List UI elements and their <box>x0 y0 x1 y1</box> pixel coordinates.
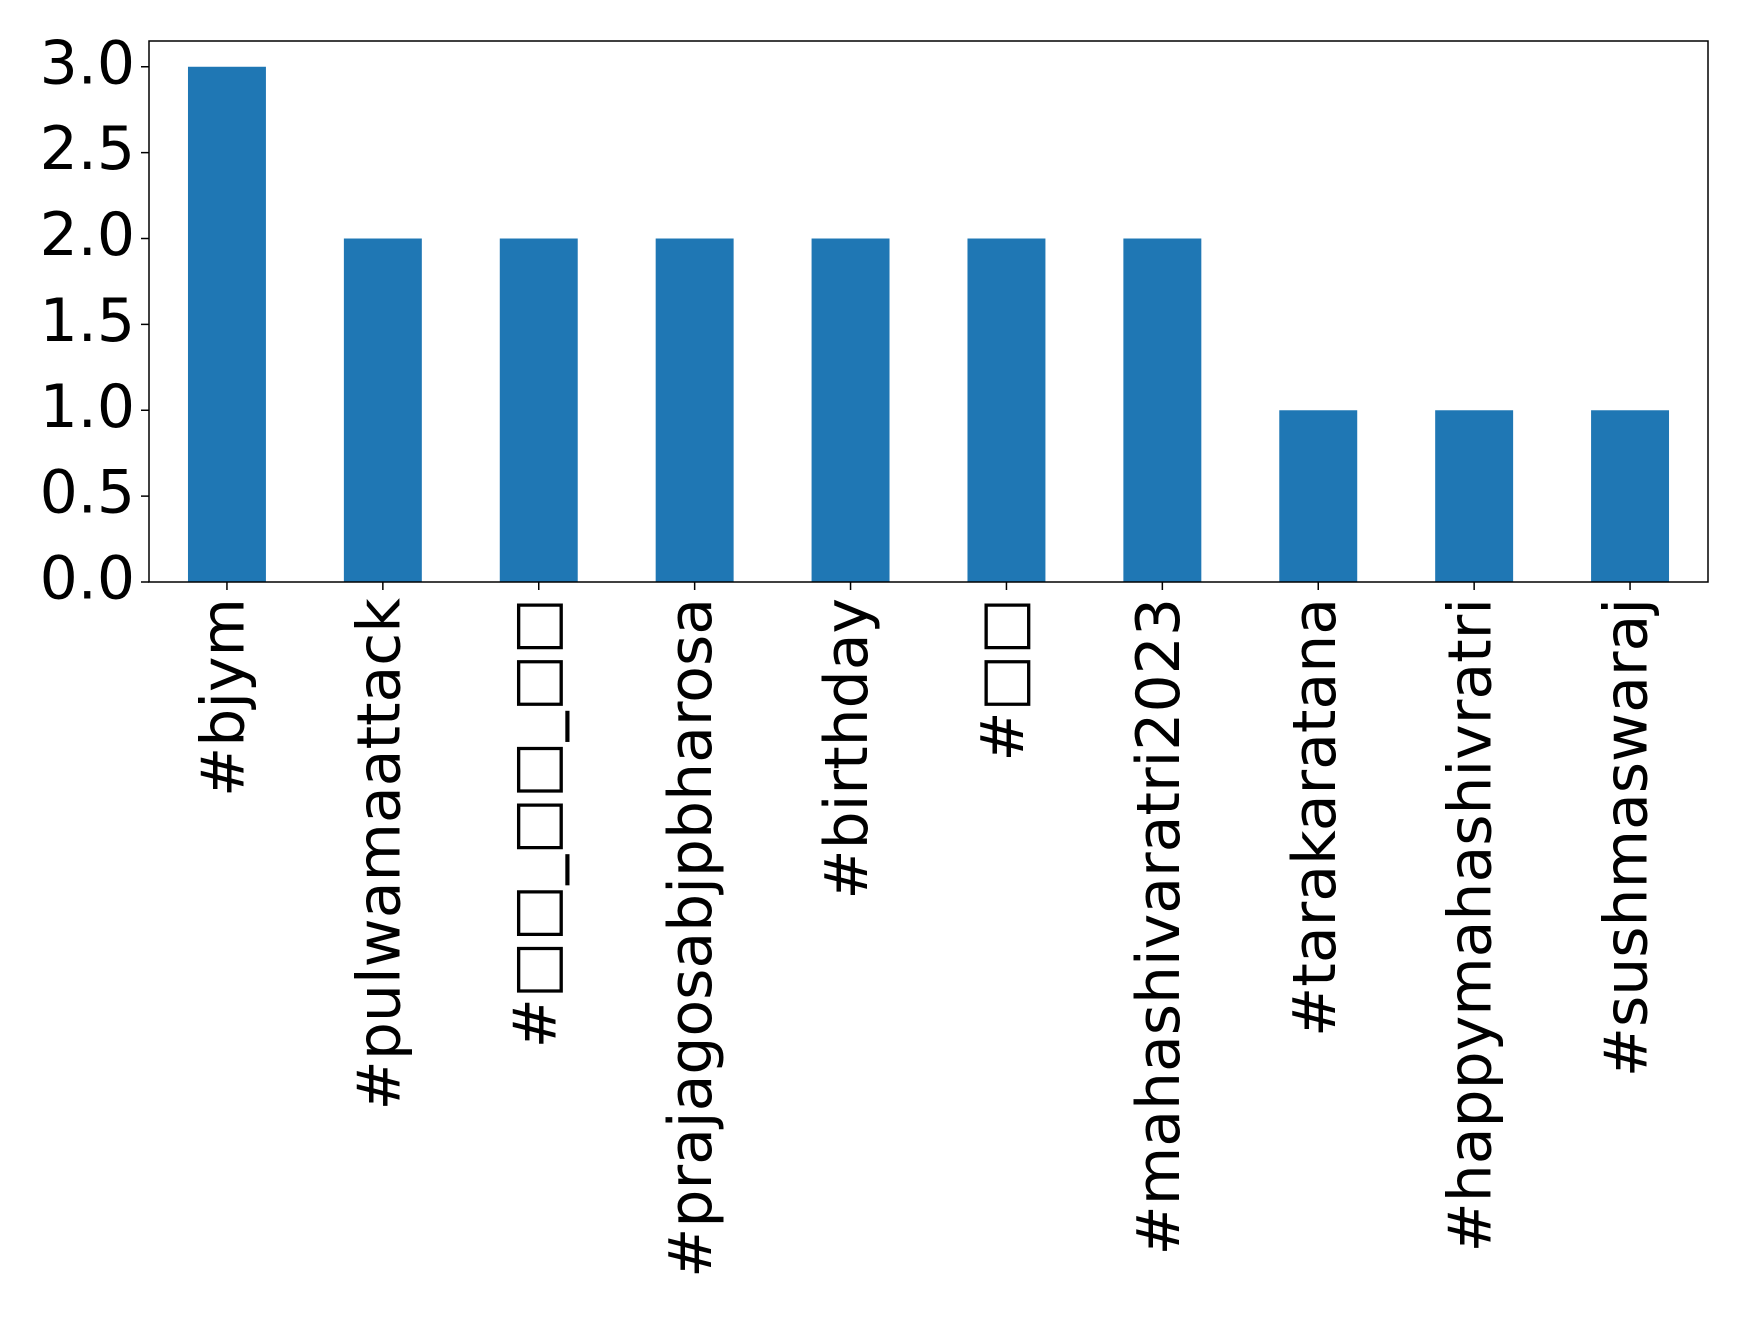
x-tick-label: #pulwamaattack <box>344 598 414 1111</box>
bar <box>499 238 578 582</box>
x-tick-label: #tarakaratana <box>1280 598 1350 1037</box>
x-tick-label: #birthday <box>812 598 882 900</box>
bar <box>1123 238 1202 582</box>
x-tick-label: #mahashivaratri2023 <box>1124 598 1194 1256</box>
y-tick-label: 1.5 <box>40 286 135 356</box>
x-tick-label: #prajagosabjpbharosa <box>656 598 726 1278</box>
x-tick-label: #sushmaswaraj <box>1592 598 1662 1077</box>
bar <box>811 238 890 582</box>
bar <box>655 238 734 582</box>
y-tick-label: 0.5 <box>40 458 135 528</box>
bar <box>1279 410 1358 582</box>
plot-frame <box>148 40 1709 583</box>
y-tick-label: 3.0 <box>40 28 135 98</box>
bar <box>187 66 266 582</box>
y-tick-label: 2.0 <box>40 200 135 270</box>
x-tick-label: #□□_□□_□□ <box>500 598 570 1048</box>
bar <box>1591 410 1670 582</box>
bar <box>967 238 1046 582</box>
y-tick-label: 0.0 <box>40 544 135 614</box>
y-tick-label: 1.0 <box>40 372 135 442</box>
bar <box>343 238 422 582</box>
bar <box>1435 410 1514 582</box>
x-tick-label: #happymahashivratri <box>1436 598 1506 1253</box>
x-tick-label: #bjym <box>189 598 259 797</box>
y-tick-label: 2.5 <box>40 114 135 184</box>
x-tick-label: #□□ <box>968 598 1038 762</box>
